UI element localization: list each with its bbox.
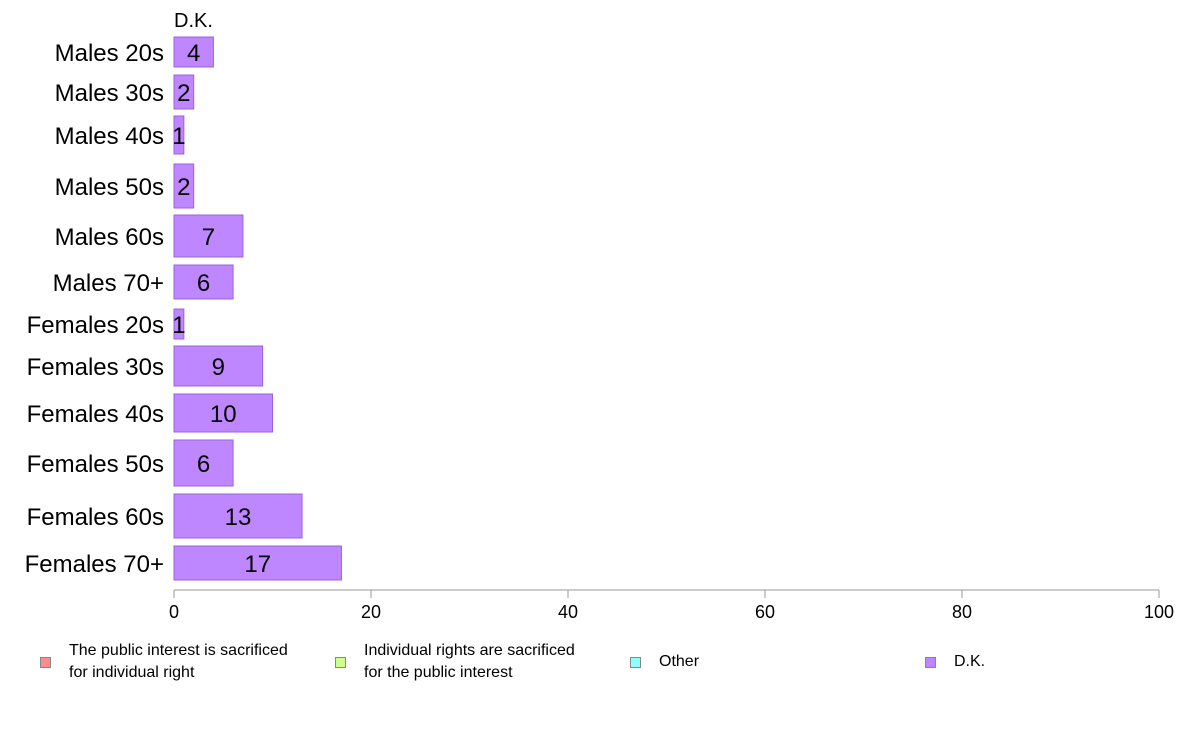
category-label-males-30s: Males 30s (55, 80, 164, 107)
value-label-males-20s: 4 (187, 40, 200, 67)
bar-males-60s (173, 214, 244, 258)
category-label-females-60s: Females 60s (27, 504, 164, 531)
legend-item-individual-rights: Individual rights are sacrificed for the… (335, 640, 575, 684)
legend-label-other: Other (659, 653, 700, 670)
bar-females-70plus (173, 545, 342, 581)
x-tick-label-80: 80 (952, 602, 972, 622)
category-label-males-20s: Males 20s (55, 40, 164, 67)
value-label-females-60s: 13 (225, 504, 252, 531)
category-label-females-20s: Females 20s (27, 312, 164, 339)
value-label-females-30s: 9 (212, 354, 225, 381)
value-label-males-50s: 2 (177, 174, 190, 201)
value-label-males-60s: 7 (202, 224, 215, 251)
value-label-males-30s: 2 (177, 80, 190, 107)
legend-item-other: Other (630, 651, 699, 673)
value-label-males-40s: 1 (172, 123, 185, 150)
category-label-females-30s: Females 30s (27, 354, 164, 381)
legend: The public interest is sacrificed for in… (0, 640, 1188, 690)
legend-label-public-interest: The public interest is sacrificed for in… (69, 642, 288, 681)
bar-females-60s (173, 493, 303, 539)
bar-females-50s (173, 439, 234, 487)
bar-males-70plus (173, 264, 234, 300)
legend-swatch-individual-rights (335, 656, 346, 668)
series-title: D.K. (174, 10, 213, 32)
bar-females-30s (173, 345, 264, 387)
bars-group: Males 20s 4 Males 30s 2 Males 40s 1 Males 50s 2… (25, 36, 342, 581)
legend-swatch-other (630, 656, 641, 668)
bar-males-30s (173, 74, 195, 110)
legend-swatch-public-interest (40, 656, 51, 668)
legend-label-dk: D.K. (954, 653, 986, 670)
value-label-females-70plus: 17 (244, 551, 271, 578)
legend-item-dk: D.K. (925, 651, 985, 673)
x-tick-label-60: 60 (755, 602, 775, 622)
legend-item-public-interest: The public interest is sacrificed for in… (40, 640, 288, 684)
legend-label-individual-rights: Individual rights are sacrificed for the… (364, 642, 575, 681)
value-label-females-40s: 10 (210, 401, 237, 428)
legend-swatch-dk (925, 656, 936, 668)
category-label-males-60s: Males 60s (55, 224, 164, 251)
value-label-females-50s: 6 (197, 451, 210, 478)
value-label-males-70plus: 6 (197, 270, 210, 297)
bar-females-40s (173, 393, 273, 433)
x-tick-label-0: 0 (169, 602, 179, 622)
category-label-females-40s: Females 40s (27, 401, 164, 428)
x-axis: 0 20 40 60 80 100 (169, 589, 1174, 622)
category-label-females-50s: Females 50s (27, 451, 164, 478)
x-tick-label-40: 40 (558, 602, 578, 622)
bar-males-50s (173, 163, 195, 209)
category-label-females-70plus: Females 70+ (25, 551, 164, 578)
value-label-females-20s: 1 (172, 312, 185, 339)
category-label-males-50s: Males 50s (55, 174, 164, 201)
category-label-males-70plus: Males 70+ (53, 270, 164, 297)
category-label-males-40s: Males 40s (55, 123, 164, 150)
bar-females-20s (173, 308, 185, 340)
x-tick-label-20: 20 (361, 602, 381, 622)
bar-males-40s (173, 115, 185, 155)
x-tick-label-100: 100 (1144, 602, 1174, 622)
bar-males-20s (173, 36, 214, 68)
